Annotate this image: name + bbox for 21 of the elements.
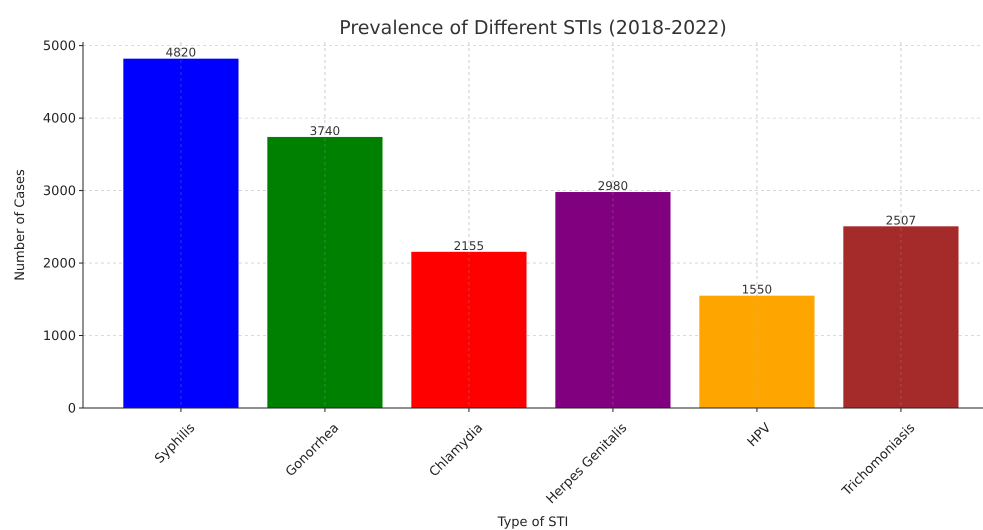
y-tick-label: 3000	[42, 184, 76, 200]
bar	[843, 226, 959, 408]
data-label: 2155	[454, 238, 484, 253]
bar	[411, 252, 527, 408]
y-tick-label: 4000	[42, 112, 76, 127]
data-label: 4820	[166, 46, 196, 60]
chart-title: Prevalence of Different STIs (2018-2022)	[339, 17, 727, 39]
bar	[699, 296, 815, 408]
bar	[123, 58, 239, 408]
data-label: 3740	[310, 124, 340, 138]
bar	[267, 136, 383, 408]
y-tick-label: 5000	[42, 39, 76, 54]
data-label: 2980	[598, 179, 628, 194]
x-axis-title: Type of STI	[496, 515, 568, 530]
data-label: 1550	[742, 282, 772, 297]
y-axis-title: Number of Cases	[13, 168, 28, 281]
y-tick-label: 0	[68, 402, 76, 417]
y-tick-label: 2000	[42, 256, 76, 272]
bar	[555, 192, 671, 408]
data-label: 2507	[886, 213, 916, 228]
y-tick-label: 1000	[42, 329, 76, 344]
